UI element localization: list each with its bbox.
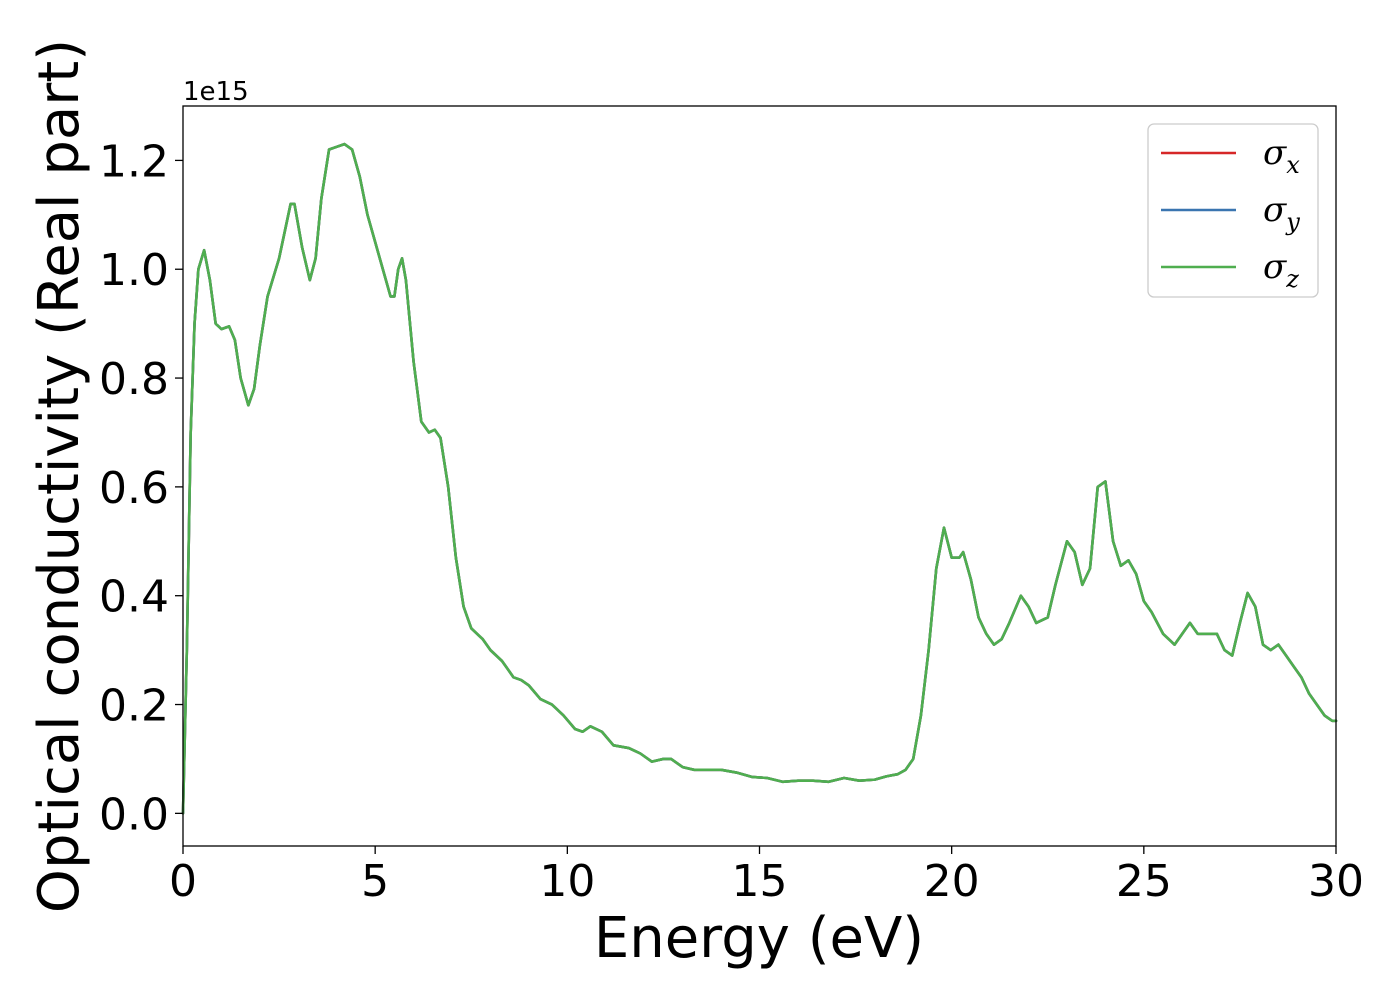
y-axis-title: Optical conductivity (Real part) (27, 39, 92, 913)
x-axis-title: Energy (eV) (594, 906, 924, 971)
y-tick-label: 0.8 (99, 354, 169, 405)
x-tick-label: 25 (1116, 856, 1172, 907)
x-tick-label: 20 (924, 856, 980, 907)
legend: σx σy σz (1147, 123, 1319, 298)
legend-label-y: σy (1263, 190, 1300, 236)
x-tick-label: 15 (732, 856, 788, 907)
legend-label-x: σx (1263, 133, 1300, 179)
y-tick-label: 0.2 (99, 681, 169, 732)
legend-items: σx σy σz (1161, 133, 1300, 293)
plot-area-background (183, 106, 1336, 846)
y-tick-label: 0.0 (99, 789, 169, 840)
y-tick-label: 1.2 (99, 136, 169, 187)
x-tick-label: 0 (169, 856, 197, 907)
y-tick-label: 1.0 (99, 245, 169, 296)
legend-label-z: σz (1263, 247, 1299, 293)
x-tick-label: 5 (361, 856, 389, 907)
series-layer (181, 142, 1338, 815)
y-offset-label: 1e15 (183, 77, 249, 107)
y-axis-ticks: 0.0 0.2 0.4 0.6 0.8 1.0 1.2 (99, 136, 183, 840)
x-axis-ticks: 0 5 10 15 20 25 30 (169, 846, 1364, 907)
series-line-z (181, 142, 1338, 815)
x-tick-label: 10 (539, 856, 595, 907)
y-tick-label: 0.6 (99, 463, 169, 514)
x-tick-label: 30 (1308, 856, 1364, 907)
y-tick-label: 0.4 (99, 572, 169, 623)
